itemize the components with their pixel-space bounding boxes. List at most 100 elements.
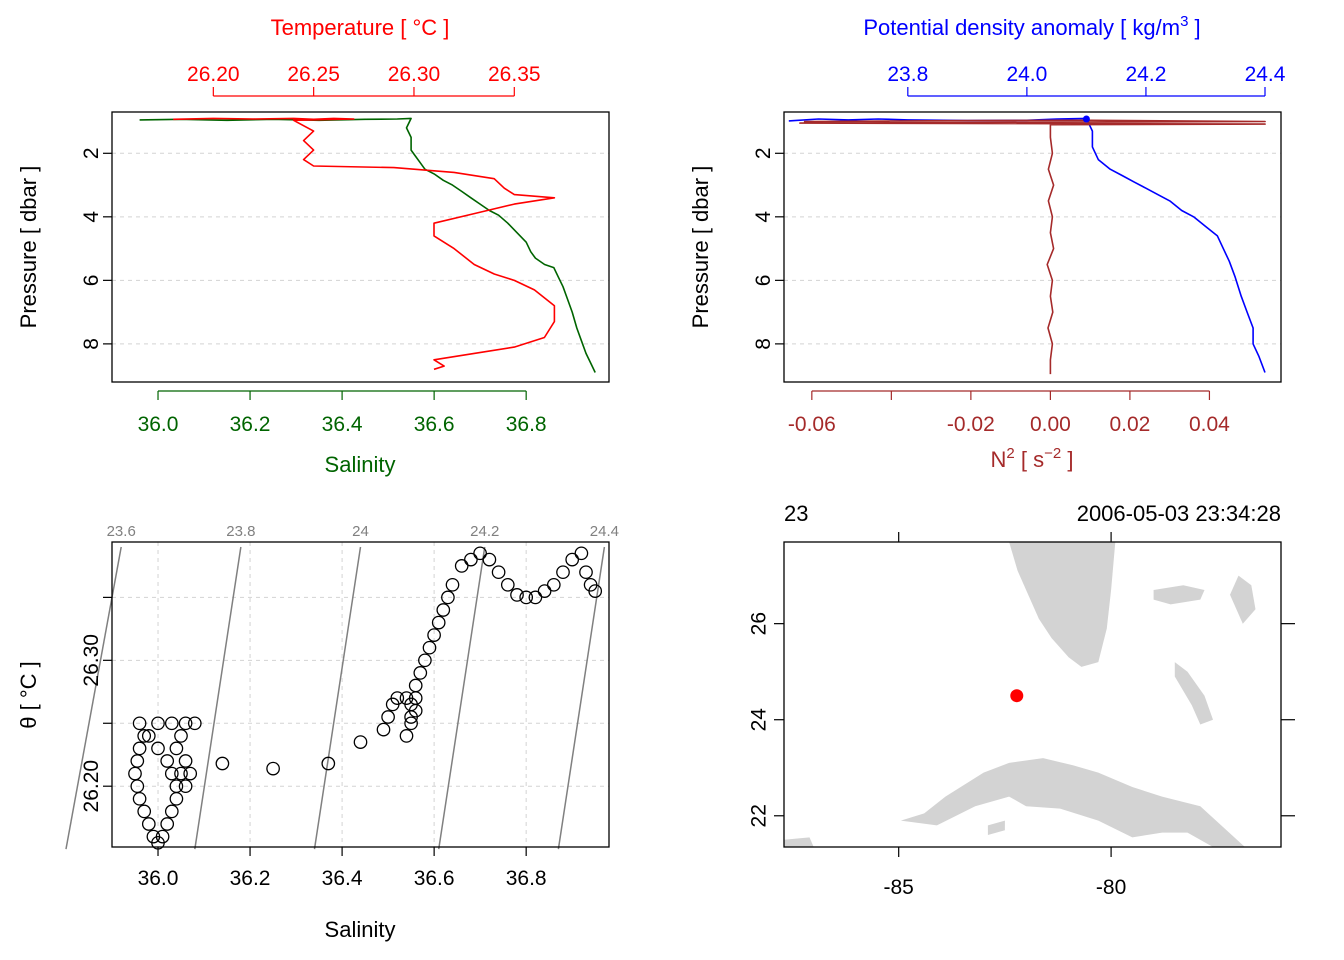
temperature-tick-label: 26.35 bbox=[488, 63, 541, 86]
salinity-tick-label: 36.0 bbox=[138, 413, 179, 436]
land-abaco bbox=[1230, 575, 1256, 624]
ts-point bbox=[418, 653, 432, 668]
ts-point bbox=[132, 716, 147, 731]
station-marker bbox=[1010, 689, 1024, 703]
n2-label-mid: [ s bbox=[1015, 447, 1044, 472]
ts-point bbox=[128, 766, 142, 781]
profile-density-axes: 2 4 6 8 -0.06 -0.02 0.00 0.02 0.04 23.8 24.0 24.2 24… bbox=[752, 63, 1286, 436]
profile-density-lines bbox=[788, 115, 1266, 375]
ts-point bbox=[404, 716, 418, 731]
ts-diagram-gridlines bbox=[112, 542, 609, 847]
density-surface-point bbox=[1082, 115, 1090, 123]
land-cuba bbox=[900, 758, 1245, 847]
land-andros bbox=[1174, 662, 1213, 725]
map-station-time: 2006-05-03 23:34:28 bbox=[1077, 501, 1281, 526]
ts-point bbox=[556, 565, 570, 580]
n2-label-sup2: −2 bbox=[1044, 445, 1061, 462]
density-tick-label: 23.8 bbox=[887, 63, 928, 86]
isopycnal-label: 24.4 bbox=[590, 523, 619, 540]
temperature-tick-label: 26.25 bbox=[287, 63, 340, 86]
ts-point bbox=[579, 565, 593, 580]
ts-point bbox=[399, 729, 414, 743]
ts-point bbox=[160, 817, 175, 831]
n2-label-sup: 2 bbox=[1006, 445, 1014, 462]
ts-point bbox=[183, 766, 198, 781]
temperature-profile-line bbox=[173, 117, 556, 371]
profile-density-title: Potential density anomaly [ kg/m3 ] bbox=[863, 13, 1200, 40]
ts-diagram-frame bbox=[111, 541, 610, 848]
pressure-tick-label: 8 bbox=[80, 338, 103, 350]
latitude-tick-label: 24 bbox=[747, 708, 770, 732]
ts-point bbox=[132, 791, 147, 806]
ts-point bbox=[178, 716, 193, 731]
ts-point bbox=[321, 756, 336, 771]
ts-point bbox=[132, 741, 147, 756]
ts-point bbox=[141, 817, 156, 831]
ts-diagram-axes: 36.0 36.2 36.4 36.6 36.8 26.20 26.30 23.6 23.8 24… bbox=[80, 523, 619, 890]
ts-point bbox=[151, 741, 165, 756]
ts-point bbox=[422, 640, 437, 655]
station-map-axes: -85 -80 22 24 26 bbox=[747, 532, 1295, 899]
profile-density-frame bbox=[783, 111, 1282, 383]
ts-point bbox=[151, 716, 165, 731]
ts-point bbox=[519, 590, 534, 605]
ts-point bbox=[464, 552, 478, 567]
profile-density-gridlines bbox=[784, 152, 1281, 345]
density-tick-label: 24.2 bbox=[1126, 63, 1167, 86]
ts-point bbox=[215, 756, 230, 771]
ts-point bbox=[353, 735, 368, 749]
land-isla-de-la-juventud bbox=[987, 820, 1005, 835]
temperature-tick-label: 26.30 bbox=[388, 63, 441, 86]
n2-profile-line bbox=[799, 119, 1266, 375]
pressure-tick-label: 4 bbox=[80, 211, 103, 223]
isopycnal-label: 24.2 bbox=[470, 523, 499, 540]
ts-point bbox=[473, 546, 487, 561]
ts-point bbox=[169, 741, 184, 756]
n2-tick-label: 0.00 bbox=[1030, 413, 1071, 436]
map-land bbox=[784, 542, 1256, 847]
ts-point bbox=[408, 678, 423, 693]
ts-point bbox=[431, 615, 446, 630]
pressure-tick-label: 6 bbox=[752, 275, 775, 287]
isopycnal-label: 23.6 bbox=[107, 523, 136, 540]
ts-point bbox=[565, 552, 580, 567]
ts-point bbox=[441, 590, 455, 605]
land-grand-bahama bbox=[1153, 585, 1205, 605]
n2-tick-label: -0.02 bbox=[947, 413, 995, 436]
ts-point bbox=[169, 791, 184, 806]
ts-point bbox=[491, 565, 506, 580]
map-station-layer bbox=[1010, 689, 1024, 703]
ts-point bbox=[500, 577, 515, 592]
ts-point bbox=[574, 546, 589, 561]
ts-point bbox=[413, 666, 428, 680]
profile-density-xlabel: N2 [ s−2 ] bbox=[991, 445, 1074, 472]
longitude-tick-label: -80 bbox=[1096, 876, 1126, 899]
station-map-frame bbox=[783, 541, 1282, 848]
theta-tick-label: 26.30 bbox=[80, 634, 103, 687]
salinity-tick-label: 36.4 bbox=[322, 867, 363, 890]
ts-point bbox=[390, 691, 405, 705]
isopycnal-line bbox=[437, 546, 486, 850]
n2-label-main: N bbox=[991, 447, 1007, 472]
pressure-tick-label: 6 bbox=[80, 275, 103, 287]
salinity-tick-label: 36.6 bbox=[414, 867, 455, 890]
profile-density-ylabel: Pressure [ dbar ] bbox=[688, 166, 713, 329]
ts-point bbox=[160, 754, 175, 768]
land-florida bbox=[1009, 542, 1116, 667]
profile-ts-title: Temperature [ °C ] bbox=[271, 15, 450, 40]
salinity-tick-label: 36.8 bbox=[506, 867, 547, 890]
n2-tick-label: 0.04 bbox=[1189, 413, 1230, 436]
ts-diagram-points bbox=[128, 546, 603, 850]
profile-ts-xlabel: Salinity bbox=[325, 452, 396, 477]
pressure-tick-label: 8 bbox=[752, 338, 775, 350]
temperature-tick-label: 26.20 bbox=[187, 63, 240, 86]
n2-label-end: ] bbox=[1061, 447, 1073, 472]
ts-point bbox=[130, 754, 145, 768]
isopycnal-line bbox=[194, 546, 242, 850]
pressure-tick-label: 2 bbox=[752, 147, 775, 159]
ts-point bbox=[454, 559, 469, 573]
ts-point bbox=[381, 710, 395, 724]
pressure-tick-label: 4 bbox=[752, 211, 775, 223]
ts-point bbox=[164, 804, 179, 819]
profile-density-title-end: ] bbox=[1188, 15, 1200, 40]
